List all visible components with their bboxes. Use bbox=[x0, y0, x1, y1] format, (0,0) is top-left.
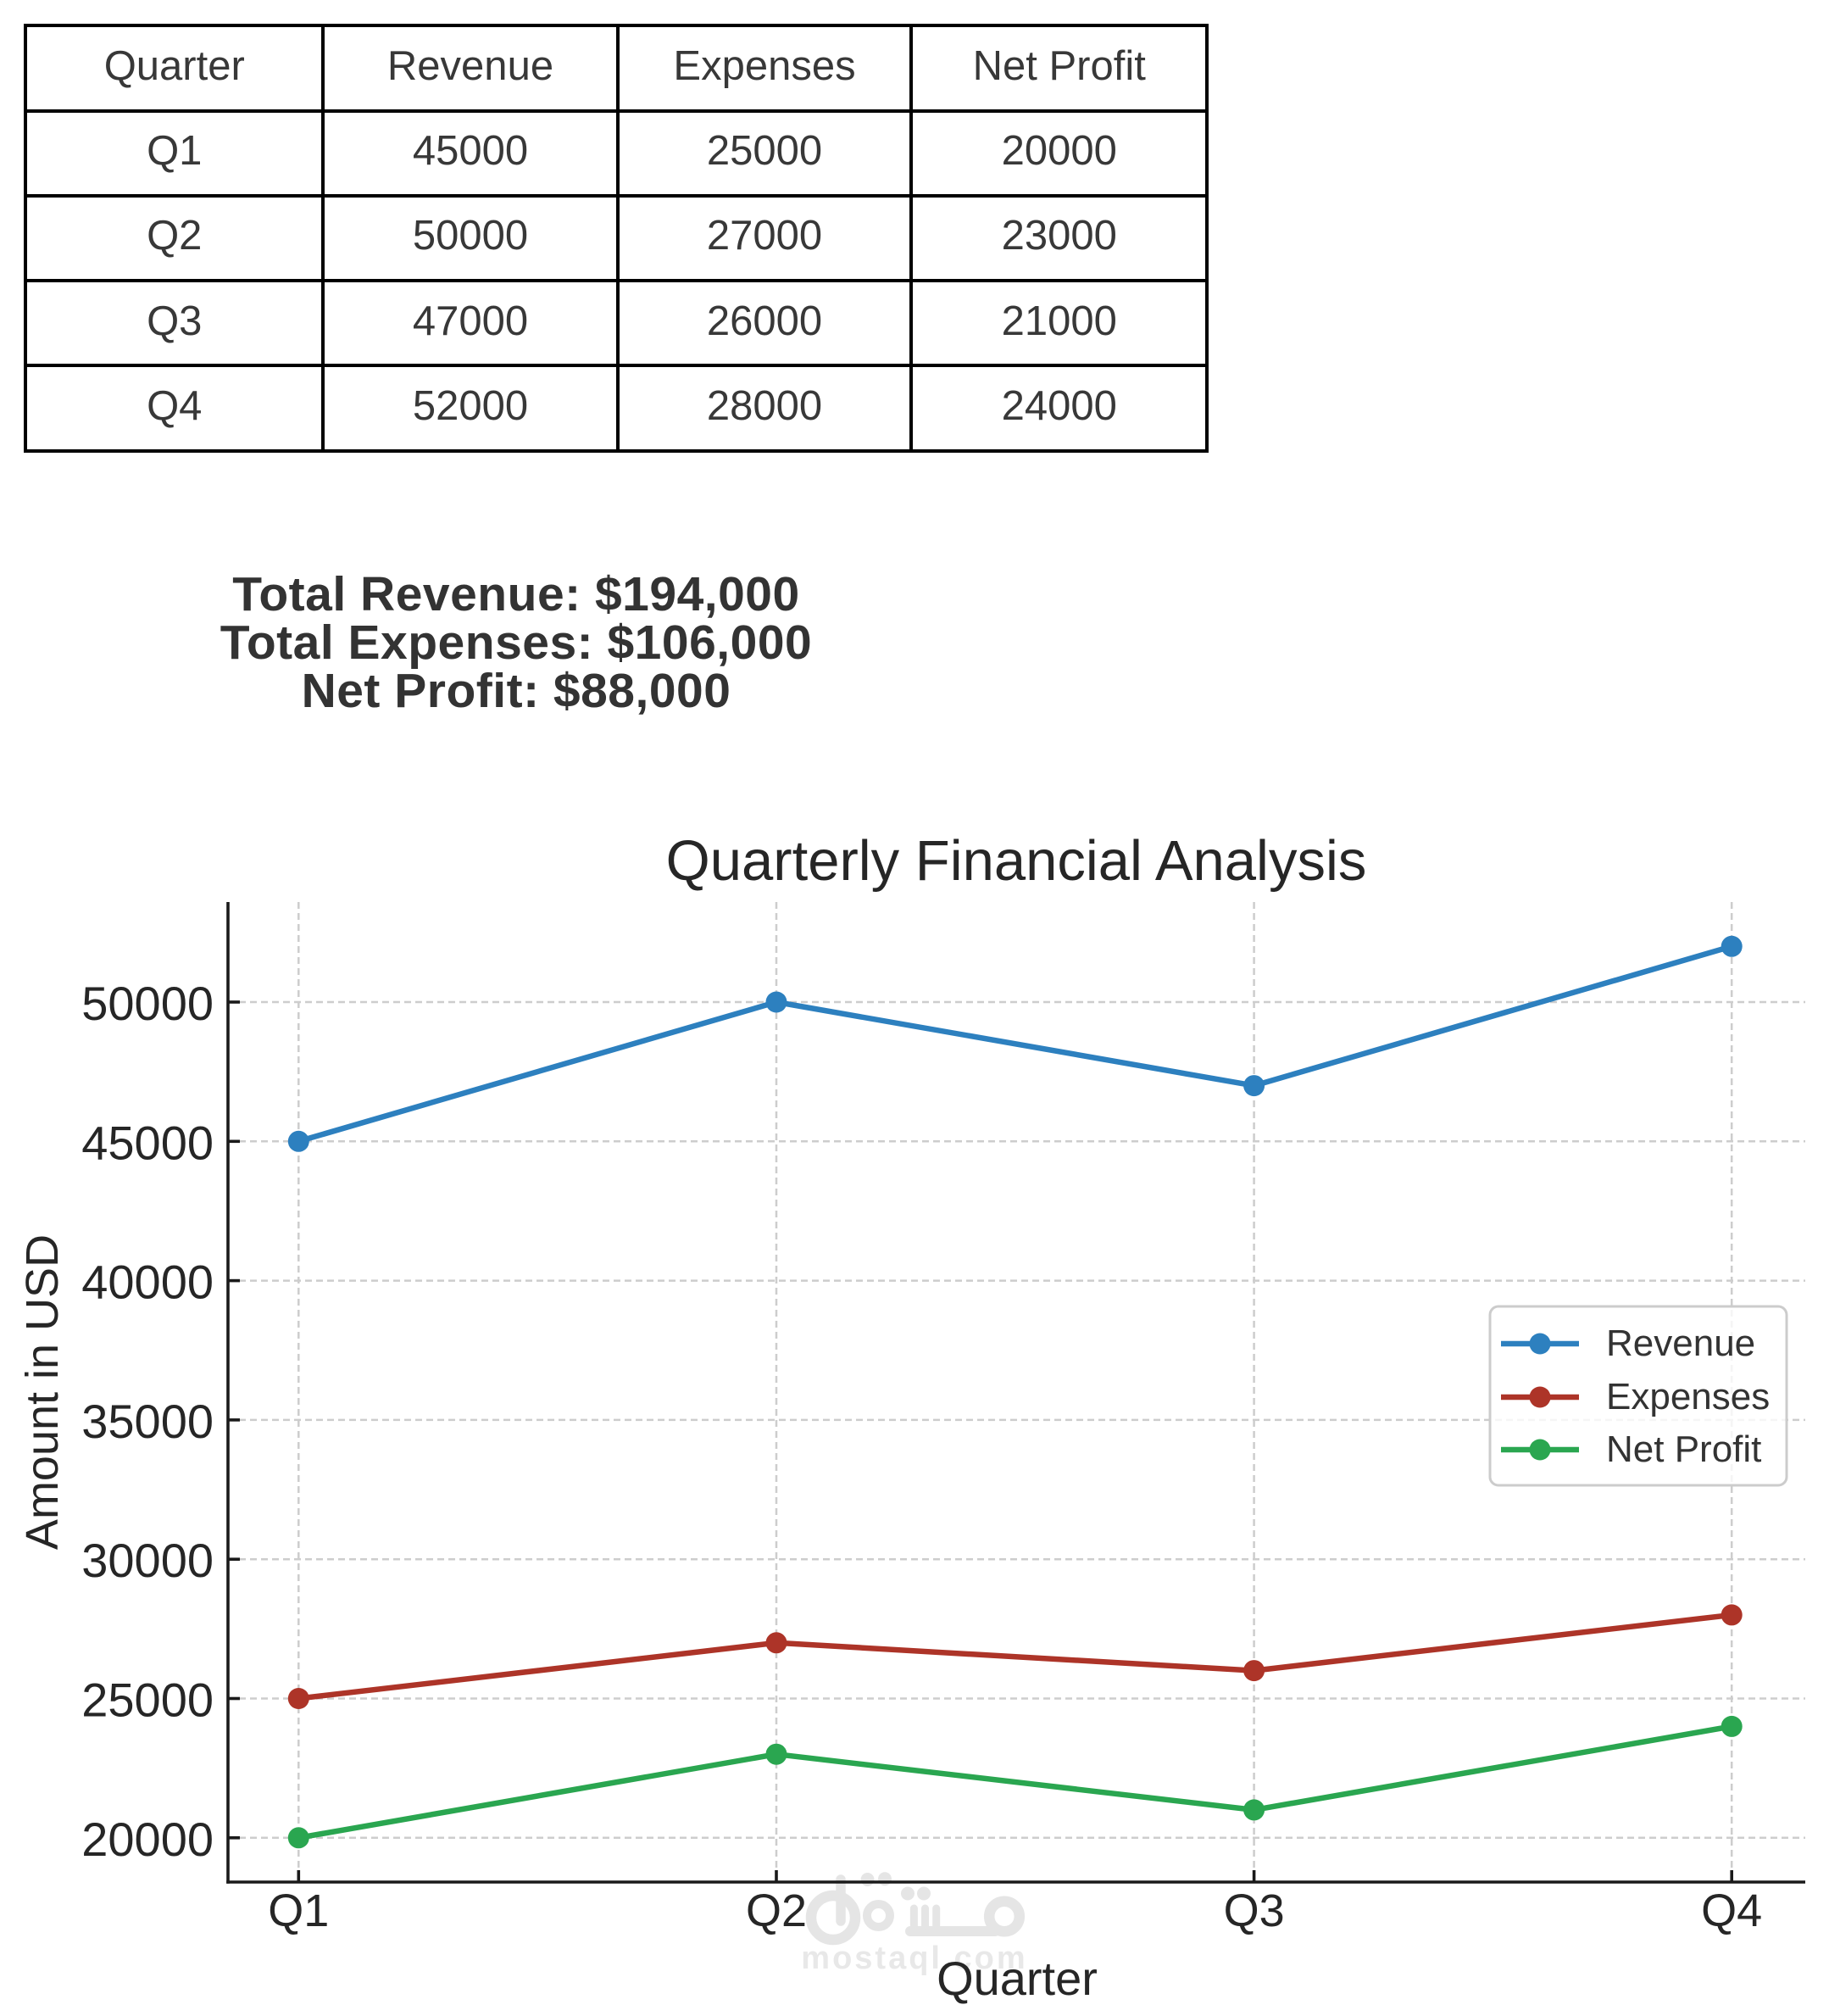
svg-text:35000: 35000 bbox=[81, 1395, 214, 1448]
svg-text:Q3: Q3 bbox=[1224, 1885, 1285, 1936]
svg-text:Q1: Q1 bbox=[268, 1885, 329, 1936]
svg-text:30000: 30000 bbox=[81, 1534, 214, 1587]
svg-text:Net Profit: Net Profit bbox=[1606, 1428, 1761, 1470]
svg-text:45000: 45000 bbox=[81, 1116, 214, 1169]
svg-text:Q2: Q2 bbox=[746, 1885, 807, 1936]
svg-text:Q4: Q4 bbox=[1701, 1885, 1762, 1936]
svg-text:mostaql.com: mostaql.com bbox=[801, 1941, 1027, 1976]
svg-text:Revenue: Revenue bbox=[1606, 1323, 1755, 1364]
svg-text:Quarterly Financial Analysis: Quarterly Financial Analysis bbox=[666, 829, 1367, 893]
svg-text:Quarter: Quarter bbox=[937, 1952, 1098, 2005]
svg-text:40000: 40000 bbox=[81, 1256, 214, 1309]
svg-text:20000: 20000 bbox=[81, 1813, 214, 1866]
svg-text:Expenses: Expenses bbox=[1606, 1376, 1770, 1417]
svg-text:50000: 50000 bbox=[81, 977, 214, 1030]
svg-text:25000: 25000 bbox=[81, 1674, 214, 1727]
svg-text:Amount in USD: Amount in USD bbox=[17, 1234, 68, 1550]
